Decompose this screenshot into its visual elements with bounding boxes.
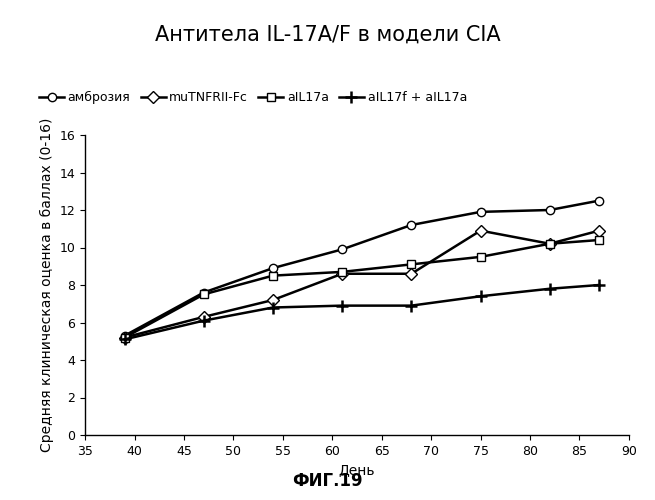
амброзия [200, 290, 208, 296]
muTNFRII-Fc [407, 271, 415, 277]
muTNFRII-Fc [546, 241, 553, 247]
muTNFRII-Fc [200, 314, 208, 320]
Text: ФИГ.19: ФИГ.19 [292, 472, 363, 490]
muTNFRII-Fc [338, 271, 346, 277]
aIL17a [121, 334, 128, 340]
амброзия [269, 265, 277, 271]
амброзия [407, 222, 415, 228]
Line: muTNFRII-Fc: muTNFRII-Fc [121, 226, 603, 342]
aIL17a [338, 269, 346, 275]
aIL17f + aIL17a [546, 286, 553, 292]
Line: aIL17f + aIL17a: aIL17f + aIL17a [119, 279, 605, 345]
aIL17a [595, 237, 603, 243]
aIL17f + aIL17a [121, 336, 128, 342]
Line: aIL17a: aIL17a [121, 236, 603, 342]
Text: Антитела IL-17A/F в модели CIA: Антитела IL-17A/F в модели CIA [155, 25, 500, 45]
aIL17f + aIL17a [338, 302, 346, 308]
aIL17f + aIL17a [200, 318, 208, 324]
амброзия [595, 198, 603, 203]
aIL17f + aIL17a [595, 282, 603, 288]
амброзия [477, 209, 485, 215]
aIL17f + aIL17a [407, 302, 415, 308]
aIL17a [407, 262, 415, 268]
muTNFRII-Fc [269, 297, 277, 303]
X-axis label: День: День [339, 464, 375, 477]
muTNFRII-Fc [477, 228, 485, 234]
Y-axis label: Средняя клиническая оценка в баллах (0-16): Средняя клиническая оценка в баллах (0-1… [40, 118, 54, 452]
Legend: амброзия, muTNFRII-Fc, aIL17a, aIL17f + aIL17a: амброзия, muTNFRII-Fc, aIL17a, aIL17f + … [39, 91, 467, 104]
aIL17a [477, 254, 485, 260]
Line: амброзия: амброзия [121, 196, 603, 340]
aIL17a [546, 241, 553, 247]
амброзия [121, 332, 128, 338]
амброзия [338, 246, 346, 252]
muTNFRII-Fc [121, 334, 128, 340]
muTNFRII-Fc [595, 228, 603, 234]
aIL17a [200, 292, 208, 298]
амброзия [546, 207, 553, 213]
aIL17f + aIL17a [269, 304, 277, 310]
aIL17a [269, 272, 277, 278]
aIL17f + aIL17a [477, 293, 485, 299]
